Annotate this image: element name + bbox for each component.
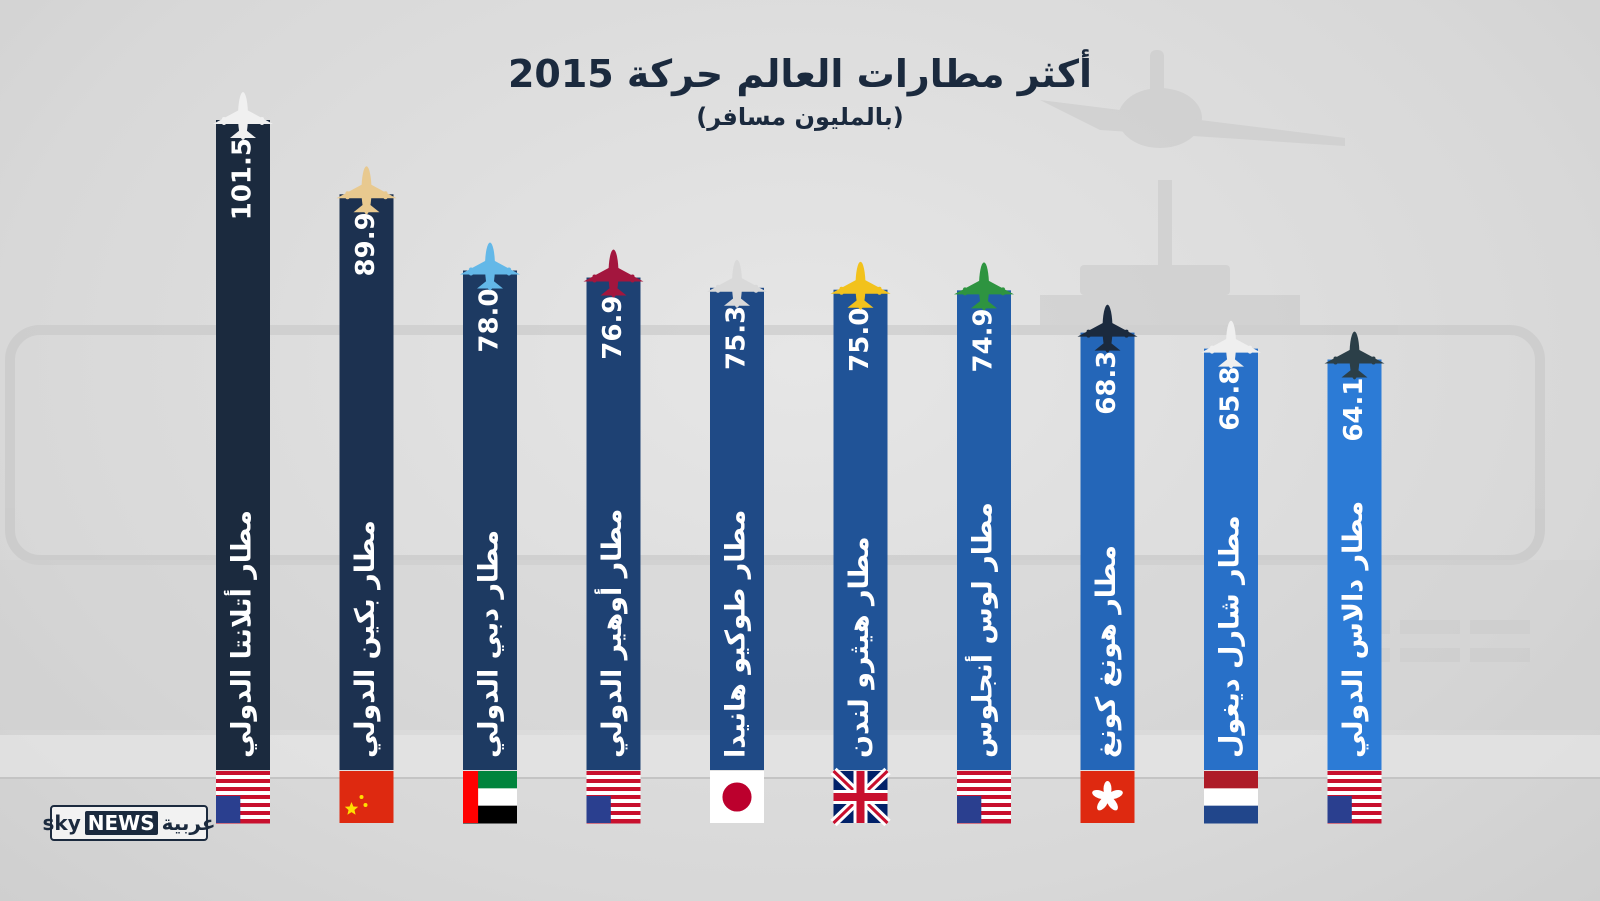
- bar: [339, 194, 394, 771]
- bar: [216, 120, 270, 770]
- value-label: 74.9: [969, 308, 999, 372]
- plane-icon: [460, 242, 520, 291]
- plane-icon: [830, 261, 891, 310]
- bar-group: 76.9 مطار أوهير الدولي: [583, 249, 644, 824]
- bar-group: 74.9 مطار لوس أنجلوس: [954, 262, 1014, 824]
- category-label: مطار بكين الدولي: [350, 520, 381, 758]
- category-label: مطار شارل ديغول: [1215, 515, 1246, 758]
- bar-group: 101.5 مطار أتلانتا الدولي: [213, 92, 273, 824]
- value-label: 65.8: [1216, 367, 1246, 431]
- category-label: مطار هيثرو لندن: [844, 536, 875, 758]
- chart-subtitle: (بالمليون مسافر): [696, 103, 904, 131]
- category-label: مطار أتلانتا الدولي: [224, 510, 258, 758]
- sky-news-arabia-logo: sky NEWS عربية: [42, 805, 216, 841]
- value-label: 101.5: [228, 138, 258, 220]
- usa-flag: [586, 771, 641, 824]
- france-flag: [1204, 771, 1258, 824]
- bar: [586, 277, 641, 770]
- value-label: 68.3: [1092, 351, 1122, 415]
- value-label: 75.0: [845, 308, 875, 372]
- logo-news: NEWS: [84, 811, 158, 835]
- japan-flag: [710, 771, 764, 823]
- category-label: مطار أوهير الدولي: [594, 509, 628, 758]
- value-label: 78.0: [475, 288, 505, 352]
- value-label: 75.3: [722, 306, 752, 370]
- usa-flag: [957, 771, 1011, 824]
- category-label: مطار لوس أنجلوس: [965, 502, 999, 758]
- value-label: 76.9: [598, 296, 628, 360]
- bar-group: 75.0 مطار هيثرو لندن: [830, 261, 891, 827]
- plane-icon: [707, 259, 767, 308]
- category-label: مطار هونغ كونغ: [1091, 545, 1122, 758]
- plane-icon: [1201, 320, 1261, 369]
- usa-flag: [1327, 771, 1382, 824]
- plane-icon: [336, 166, 397, 215]
- value-label: 89.9: [351, 212, 381, 276]
- category-label: مطار طوكيو هانيدا: [721, 510, 752, 758]
- bar: [1080, 332, 1135, 770]
- bar-group: 68.3 مطار هونغ كونغ: [1077, 304, 1138, 823]
- value-label: 64.1: [1339, 378, 1369, 442]
- category-label: مطار دبي الدولي: [474, 530, 505, 758]
- chart-title: أكثر مطارات العالم حركة 2015: [507, 52, 1093, 96]
- bar: [463, 270, 517, 770]
- category-label: مطار دالاس الدولي: [1338, 501, 1369, 758]
- plane-icon: [213, 92, 273, 140]
- usa-flag: [216, 771, 270, 824]
- uk-flag: [830, 767, 891, 827]
- china-flag: [339, 771, 394, 823]
- plane-icon: [1324, 331, 1385, 380]
- bar: [833, 289, 888, 770]
- bar-group: 89.9 مطار بكين الدولي: [336, 166, 397, 823]
- plane-icon: [1077, 304, 1138, 353]
- bar-group: 64.1 مطار دالاس الدولي: [1324, 331, 1385, 824]
- logo-arabia: عربية: [161, 811, 216, 835]
- bar: [957, 290, 1011, 770]
- logo-sky: sky: [42, 811, 81, 835]
- bar-group: 65.8 مطار شارل ديغول: [1201, 320, 1261, 824]
- plane-icon: [954, 262, 1014, 311]
- plane-icon: [583, 249, 644, 298]
- bar: [710, 287, 764, 770]
- uae-flag: [463, 771, 517, 824]
- bar-group: 75.3 مطار طوكيو هانيدا: [707, 259, 767, 823]
- bar-group: 78.0 مطار دبي الدولي: [460, 242, 520, 824]
- hong-kong-flag: [1080, 771, 1135, 823]
- bar: [1204, 348, 1258, 770]
- bar: [1327, 359, 1382, 770]
